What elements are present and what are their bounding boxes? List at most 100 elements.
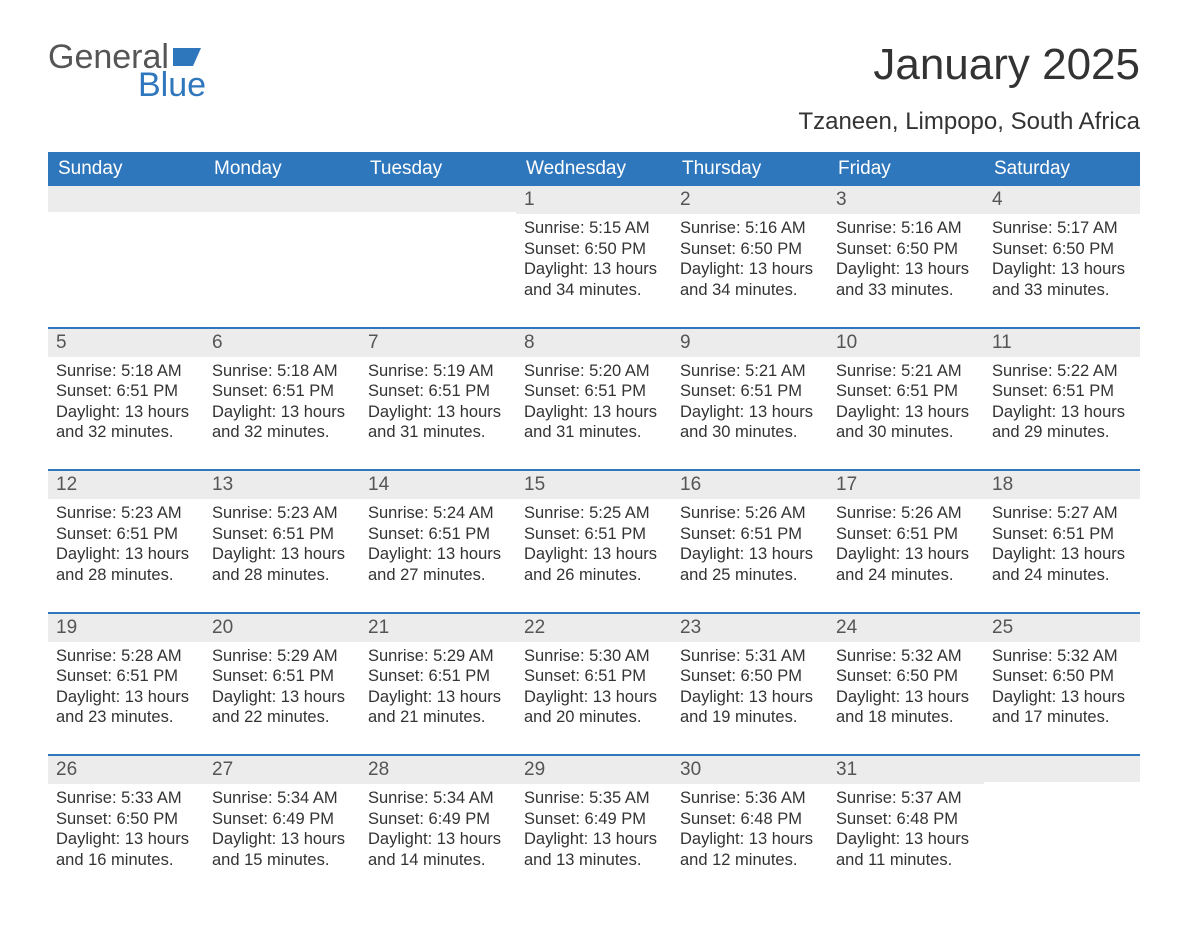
day-number: 20 xyxy=(204,614,360,642)
sunrise-label: Sunrise: xyxy=(524,789,589,807)
sunrise-label: Sunrise: xyxy=(992,647,1057,665)
sunrise-label: Sunrise: xyxy=(836,362,901,380)
sunset-label: Sunset: xyxy=(836,240,897,258)
calendar-day: 1Sunrise: 5:15 AMSunset: 6:50 PMDaylight… xyxy=(516,186,672,328)
calendar-day xyxy=(48,186,204,328)
calendar-day: 24Sunrise: 5:32 AMSunset: 6:50 PMDayligh… xyxy=(828,613,984,756)
sunrise-label: Sunrise: xyxy=(524,219,589,237)
calendar-day: 28Sunrise: 5:34 AMSunset: 6:49 PMDayligh… xyxy=(360,755,516,897)
daylight-label: Daylight: xyxy=(680,545,749,563)
sunrise-label: Sunrise: xyxy=(836,789,901,807)
calendar-day: 22Sunrise: 5:30 AMSunset: 6:51 PMDayligh… xyxy=(516,613,672,756)
sunset-label: Sunset: xyxy=(836,810,897,828)
day-number: 17 xyxy=(828,471,984,499)
sunrise-value: 5:17 AM xyxy=(1057,219,1118,237)
sunrise-value: 5:25 AM xyxy=(589,504,650,522)
sunrise-value: 5:35 AM xyxy=(589,789,650,807)
daylight-label: Daylight: xyxy=(56,688,125,706)
sunrise-label: Sunrise: xyxy=(680,362,745,380)
calendar-day: 17Sunrise: 5:26 AMSunset: 6:51 PMDayligh… xyxy=(828,470,984,613)
day-number: 1 xyxy=(516,186,672,214)
sunrise-value: 5:26 AM xyxy=(745,504,806,522)
sunrise-value: 5:16 AM xyxy=(901,219,962,237)
sunset-label: Sunset: xyxy=(836,525,897,543)
sunset-value: 6:51 PM xyxy=(1053,525,1114,543)
daylight-label: Daylight: xyxy=(680,260,749,278)
sunset-value: 6:51 PM xyxy=(117,382,178,400)
daylight-label: Daylight: xyxy=(524,688,593,706)
day-number: 29 xyxy=(516,756,672,784)
day-details: Sunrise: 5:32 AMSunset: 6:50 PMDaylight:… xyxy=(828,642,984,755)
day-number xyxy=(48,186,204,212)
day-number: 18 xyxy=(984,471,1140,499)
day-details: Sunrise: 5:26 AMSunset: 6:51 PMDaylight:… xyxy=(672,499,828,612)
day-number: 11 xyxy=(984,329,1140,357)
logo: General Blue xyxy=(48,40,206,102)
day-details: Sunrise: 5:20 AMSunset: 6:51 PMDaylight:… xyxy=(516,357,672,470)
calendar-day: 26Sunrise: 5:33 AMSunset: 6:50 PMDayligh… xyxy=(48,755,204,897)
weekday-header: Wednesday xyxy=(516,152,672,186)
sunset-label: Sunset: xyxy=(992,382,1053,400)
sunrise-label: Sunrise: xyxy=(56,647,121,665)
day-number: 3 xyxy=(828,186,984,214)
sunset-label: Sunset: xyxy=(524,667,585,685)
sunset-value: 6:49 PM xyxy=(585,810,646,828)
sunrise-value: 5:29 AM xyxy=(277,647,338,665)
day-number: 19 xyxy=(48,614,204,642)
day-number: 31 xyxy=(828,756,984,784)
sunrise-label: Sunrise: xyxy=(368,789,433,807)
sunset-value: 6:48 PM xyxy=(741,810,802,828)
sunrise-label: Sunrise: xyxy=(368,362,433,380)
day-details: Sunrise: 5:30 AMSunset: 6:51 PMDaylight:… xyxy=(516,642,672,755)
sunrise-label: Sunrise: xyxy=(992,362,1057,380)
sunset-value: 6:50 PM xyxy=(897,667,958,685)
sunrise-value: 5:20 AM xyxy=(589,362,650,380)
weekday-header: Tuesday xyxy=(360,152,516,186)
sunrise-label: Sunrise: xyxy=(992,504,1057,522)
sunrise-value: 5:32 AM xyxy=(901,647,962,665)
sunset-value: 6:50 PM xyxy=(741,667,802,685)
day-number: 8 xyxy=(516,329,672,357)
daylight-label: Daylight: xyxy=(836,830,905,848)
sunset-label: Sunset: xyxy=(524,382,585,400)
sunrise-label: Sunrise: xyxy=(680,504,745,522)
sunset-label: Sunset: xyxy=(368,810,429,828)
day-details: Sunrise: 5:26 AMSunset: 6:51 PMDaylight:… xyxy=(828,499,984,612)
day-number: 5 xyxy=(48,329,204,357)
calendar-day: 18Sunrise: 5:27 AMSunset: 6:51 PMDayligh… xyxy=(984,470,1140,613)
calendar-day: 31Sunrise: 5:37 AMSunset: 6:48 PMDayligh… xyxy=(828,755,984,897)
sunset-value: 6:51 PM xyxy=(429,525,490,543)
calendar-day: 12Sunrise: 5:23 AMSunset: 6:51 PMDayligh… xyxy=(48,470,204,613)
calendar-week: 26Sunrise: 5:33 AMSunset: 6:50 PMDayligh… xyxy=(48,755,1140,897)
day-details: Sunrise: 5:29 AMSunset: 6:51 PMDaylight:… xyxy=(204,642,360,755)
sunset-value: 6:50 PM xyxy=(741,240,802,258)
day-number: 16 xyxy=(672,471,828,499)
day-number xyxy=(204,186,360,212)
daylight-label: Daylight: xyxy=(368,545,437,563)
sunset-label: Sunset: xyxy=(992,525,1053,543)
sunrise-value: 5:28 AM xyxy=(121,647,182,665)
calendar-day: 25Sunrise: 5:32 AMSunset: 6:50 PMDayligh… xyxy=(984,613,1140,756)
daylight-label: Daylight: xyxy=(212,688,281,706)
sunrise-label: Sunrise: xyxy=(212,647,277,665)
sunrise-label: Sunrise: xyxy=(368,647,433,665)
location: Tzaneen, Limpopo, South Africa xyxy=(798,108,1140,136)
sunset-value: 6:51 PM xyxy=(1053,382,1114,400)
weekday-header: Monday xyxy=(204,152,360,186)
daylight-label: Daylight: xyxy=(368,688,437,706)
daylight-label: Daylight: xyxy=(680,688,749,706)
sunset-label: Sunset: xyxy=(212,525,273,543)
day-details: Sunrise: 5:28 AMSunset: 6:51 PMDaylight:… xyxy=(48,642,204,755)
day-number xyxy=(360,186,516,212)
sunrise-value: 5:18 AM xyxy=(121,362,182,380)
day-number: 21 xyxy=(360,614,516,642)
calendar-week: 19Sunrise: 5:28 AMSunset: 6:51 PMDayligh… xyxy=(48,613,1140,756)
daylight-label: Daylight: xyxy=(992,403,1061,421)
daylight-label: Daylight: xyxy=(56,830,125,848)
sunrise-value: 5:21 AM xyxy=(901,362,962,380)
sunset-label: Sunset: xyxy=(524,525,585,543)
sunset-label: Sunset: xyxy=(368,667,429,685)
sunset-value: 6:49 PM xyxy=(429,810,490,828)
sunset-label: Sunset: xyxy=(680,382,741,400)
calendar-day: 5Sunrise: 5:18 AMSunset: 6:51 PMDaylight… xyxy=(48,328,204,471)
